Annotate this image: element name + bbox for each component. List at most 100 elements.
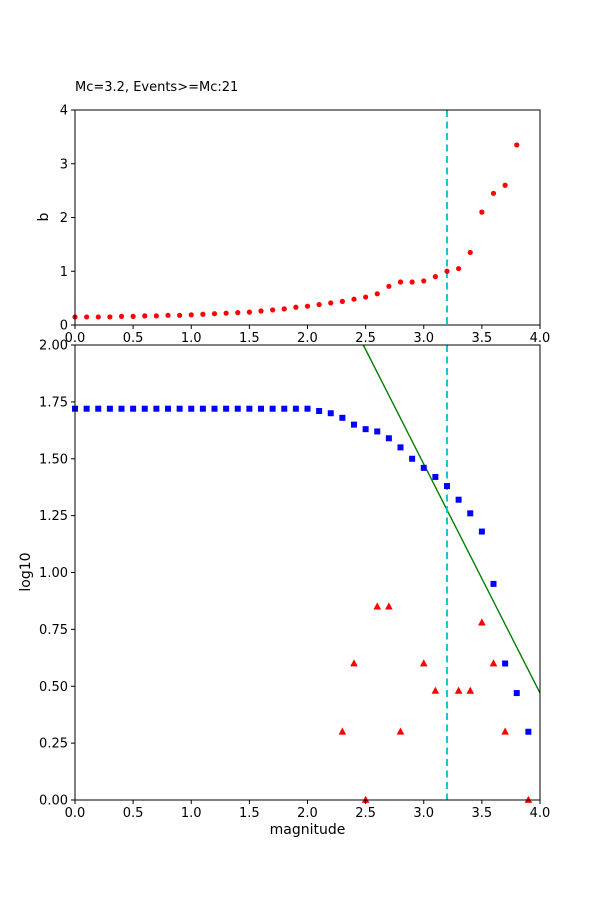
- y-tick-label: 1.00: [39, 566, 68, 581]
- b-values-point: [363, 294, 369, 300]
- x-tick-label: 2.5: [355, 331, 376, 346]
- cumulative-events-point: [165, 405, 171, 412]
- b-values-point: [432, 274, 438, 280]
- b-values-point: [270, 307, 276, 313]
- x-tick-label: 0.0: [65, 806, 86, 821]
- cumulative-events-point: [211, 405, 218, 412]
- binned-events-point: [350, 659, 358, 667]
- b-values-point: [304, 303, 311, 309]
- x-tick-label: 1.0: [181, 806, 202, 821]
- cumulative-events-point: [234, 405, 241, 412]
- binned-events-point: [361, 795, 370, 803]
- top-plot-ylabel: b: [36, 212, 52, 222]
- b-values-point: [444, 268, 450, 274]
- y-tick-label: 4: [60, 104, 68, 119]
- cumulative-events-point: [444, 483, 450, 490]
- x-tick-label: 3.5: [472, 806, 493, 821]
- cumulative-events-point: [199, 405, 206, 412]
- b-values-point: [223, 310, 229, 316]
- cumulative-events-point: [351, 421, 357, 428]
- x-tick-label: 2.0: [297, 331, 318, 346]
- x-tick-label: 4.0: [530, 806, 551, 821]
- cumulative-events-point: [269, 405, 276, 412]
- cumulative-events-point: [130, 405, 137, 412]
- b-values-point: [130, 313, 136, 319]
- binned-events-point: [489, 659, 498, 667]
- b-values-point: [421, 278, 427, 284]
- x-tick-label: 3.0: [413, 331, 434, 346]
- bottom-plot-xlabel: magnitude: [269, 822, 346, 838]
- cumulative-events-point: [188, 405, 195, 412]
- b-value-vs-cutoff-plot: 0.0 0.5 1.0 1.5 2.0 2.5 3.0 3.5 4.0 0 1 2 3 4: [60, 104, 551, 347]
- cumulative-events-point: [141, 405, 148, 412]
- cumulative-events-point: [106, 405, 113, 412]
- binned-events-point: [501, 727, 509, 735]
- cumulative-events-point: [490, 580, 497, 587]
- binned-events-point: [419, 659, 428, 667]
- cumulative-events-point: [83, 405, 90, 412]
- binned-events-point: [396, 727, 405, 735]
- cumulative-events-point: [420, 464, 427, 471]
- cumulative-events-point: [153, 405, 160, 412]
- cumulative-events-point: [362, 426, 369, 433]
- x-tick-label: 2.0: [297, 806, 318, 821]
- axes-frame: [74, 344, 541, 801]
- b-values-point: [107, 314, 113, 320]
- bottom-plot-ylabel: log10: [18, 552, 34, 592]
- cumulative-events-point: [374, 428, 381, 435]
- binned-events-point: [454, 686, 463, 694]
- cumulative-events-point: [432, 473, 439, 480]
- cumulative-events-point: [258, 405, 264, 412]
- b-values-point: [293, 304, 299, 310]
- cumulative-events-point: [467, 510, 474, 517]
- plot-title: Mc=3.2, Events>=Mc:21: [75, 80, 239, 95]
- binned-events-point: [338, 727, 347, 735]
- b-values-point: [95, 314, 101, 320]
- b-values-point: [328, 300, 334, 306]
- y-tick-label: 0.00: [39, 794, 68, 809]
- frequency-magnitude-plot: 0.0 0.5 1.0 1.5 2.0 2.5 3.0 3.5 4.0 0.00 0.25 0.50 0…: [39, 339, 550, 822]
- cumulative-events-point: [246, 405, 253, 412]
- binned-events-point: [431, 686, 440, 694]
- b-values-point: [409, 279, 415, 285]
- x-tick-label: 1.5: [239, 806, 260, 821]
- binned-events-point: [478, 618, 486, 626]
- b-values-point: [316, 301, 322, 308]
- y-tick-label: 1.50: [39, 452, 68, 467]
- x-tick-label: 4.0: [530, 331, 551, 346]
- binned-events-point: [466, 686, 475, 694]
- b-values-point: [490, 190, 497, 196]
- binned-events-point: [373, 602, 382, 610]
- x-tick-label: 3.5: [472, 331, 493, 346]
- y-tick-label: 2.00: [39, 339, 68, 354]
- y-tick-label: 0.50: [39, 680, 68, 695]
- x-tick-label: 1.5: [239, 331, 260, 346]
- b-values-point: [258, 308, 264, 314]
- axes-frame: [74, 109, 541, 326]
- cumulative-events-point: [385, 435, 392, 442]
- y-tick-label: 3: [60, 157, 68, 172]
- b-values-point: [339, 298, 345, 304]
- y-tick-label: 1.75: [39, 395, 68, 410]
- b-values-point: [479, 209, 485, 215]
- y-tick-label: 0.75: [39, 623, 68, 638]
- x-tick-label: 2.5: [355, 806, 376, 821]
- cumulative-events-point: [176, 405, 183, 412]
- gr-fit-line: [362, 344, 541, 694]
- cumulative-events-point: [304, 405, 311, 412]
- y-tick-label: 1: [60, 265, 68, 280]
- y-tick-label: 1.25: [39, 509, 68, 524]
- b-values-point: [200, 311, 206, 317]
- cumulative-events-point: [281, 405, 288, 412]
- b-values-point: [165, 312, 171, 318]
- cumulative-events-point: [118, 405, 125, 412]
- b-values-point: [502, 182, 508, 188]
- y-tick-label: 0: [60, 319, 68, 334]
- cumulative-events-point: [478, 528, 485, 535]
- cumulative-events-point: [316, 407, 323, 414]
- b-values-point: [188, 312, 194, 318]
- binned-events-point: [385, 602, 393, 610]
- y-tick-label: 2: [60, 211, 68, 226]
